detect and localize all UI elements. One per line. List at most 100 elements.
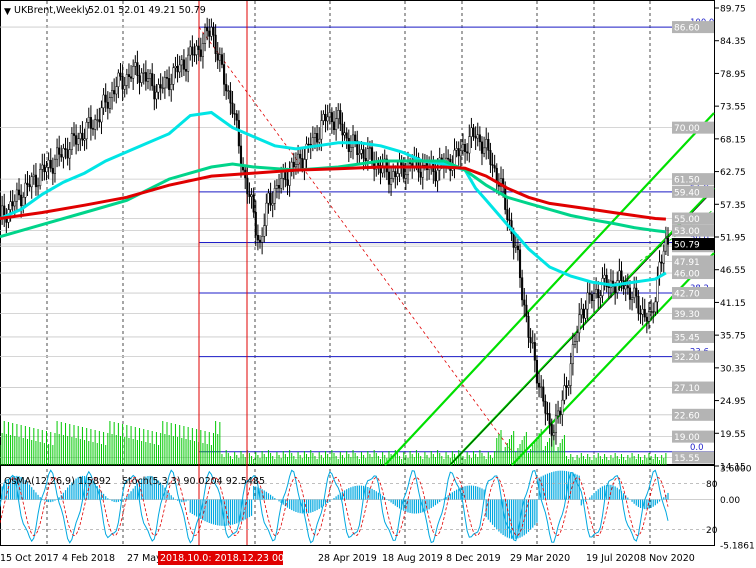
candle-body — [56, 147, 59, 160]
candle-body — [527, 315, 530, 338]
price-tick-label: 84.35 — [720, 37, 746, 47]
candle-body — [313, 133, 317, 138]
price-label-box — [672, 121, 714, 134]
candle-body — [212, 27, 215, 36]
candle-body — [533, 342, 536, 361]
candle-body — [652, 311, 655, 313]
candle-body — [362, 149, 365, 159]
candle-body — [461, 144, 464, 151]
channel-midline — [449, 189, 715, 466]
candle-body — [516, 245, 519, 251]
candle-body — [294, 164, 297, 168]
candle-body — [77, 138, 80, 145]
candle-body — [163, 77, 166, 89]
candle-body — [351, 134, 355, 148]
candle-body — [32, 174, 35, 177]
candle-body — [339, 110, 342, 125]
candle-body — [106, 101, 109, 109]
candle-body — [512, 233, 515, 248]
price-tick-label: 24.95 — [720, 397, 746, 407]
candle-body — [307, 143, 310, 146]
candle-body — [637, 296, 640, 314]
candle-body — [233, 113, 236, 115]
candle-body — [483, 147, 486, 154]
price-axis-labels: 89.75 84.35 78.95 73.55 68.15 62.75 57.35 51.95… — [672, 5, 746, 473]
moving-averages — [0, 110, 667, 287]
candle-body — [34, 174, 37, 188]
candle-body — [476, 134, 479, 139]
candle-body — [17, 189, 21, 196]
candle-body — [153, 85, 156, 100]
candle-body — [595, 289, 598, 294]
price-label-box — [672, 408, 714, 421]
candle-body — [51, 167, 54, 174]
candle-body — [132, 66, 135, 79]
candle-body — [121, 76, 124, 90]
candle-body — [9, 201, 12, 210]
candle-body — [480, 141, 484, 154]
highlight-date-label: 2018.10.0: 2018.12.23 00:00 — [160, 553, 299, 564]
candle-body — [328, 112, 331, 118]
candle-body — [280, 178, 283, 189]
candle-body — [142, 72, 145, 74]
candle-body — [631, 297, 634, 300]
price-label-text: 59.40 — [674, 188, 700, 198]
candle-body — [11, 201, 14, 207]
candle-body — [301, 157, 304, 169]
candle-body — [616, 280, 619, 293]
candle-body — [265, 202, 268, 226]
candle-body — [347, 137, 350, 152]
candle-body — [548, 413, 551, 425]
symbol-label: UKBrent,Weekly — [14, 5, 91, 16]
candle-body — [30, 176, 33, 188]
candle-body — [117, 72, 120, 87]
candle-body — [70, 133, 73, 150]
candle-body — [39, 169, 42, 186]
candle-body — [464, 144, 467, 152]
candle-body — [24, 182, 27, 198]
candle-body — [628, 287, 631, 300]
candle-body — [394, 171, 397, 177]
candle-body — [364, 157, 367, 162]
price-candles — [1, 17, 670, 447]
candle-body — [542, 386, 545, 402]
candle-body — [41, 164, 44, 170]
candle-body — [225, 84, 228, 92]
candle-body — [506, 209, 509, 220]
candle-body — [356, 140, 359, 156]
price-label-box — [672, 255, 714, 268]
time-axis-label: 8 Dec 2019 — [446, 553, 501, 564]
trend-channels — [384, 112, 715, 466]
candle-body — [269, 192, 272, 206]
price-label-box — [672, 267, 714, 280]
time-axis: 15 Oct 2017 4 Feb 2018 27 May 28 Apr 2019 18… — [0, 551, 695, 565]
candle-body — [130, 76, 133, 79]
candle-body — [187, 54, 190, 72]
fibonacci-levels: 100.061.850.038.223.60.0 — [198, 18, 714, 453]
time-axis-label: 8 Nov 2020 — [640, 553, 695, 564]
candle-body — [197, 45, 200, 50]
candle-body — [318, 138, 321, 143]
candle-body — [178, 64, 181, 73]
candle-body — [529, 337, 532, 343]
candle-body — [216, 53, 219, 61]
price-label-text: 19.00 — [674, 433, 700, 443]
candle-body — [146, 78, 150, 82]
price-tick-label: 89.75 — [720, 5, 746, 15]
price-label-text: 35.45 — [674, 333, 700, 343]
candle-body — [326, 116, 329, 122]
candle-body — [87, 117, 90, 123]
candle-body — [206, 27, 209, 32]
candle-body — [354, 134, 357, 142]
candle-body — [508, 219, 511, 221]
candle-body — [472, 127, 475, 137]
candle-body — [125, 74, 128, 86]
candle-body — [546, 413, 549, 415]
candle-body — [592, 293, 596, 301]
candle-body — [53, 158, 57, 174]
candle-body — [26, 182, 29, 185]
candle-body — [231, 102, 234, 114]
candle-body — [201, 43, 204, 57]
price-label-text: 15.55 — [674, 454, 700, 464]
